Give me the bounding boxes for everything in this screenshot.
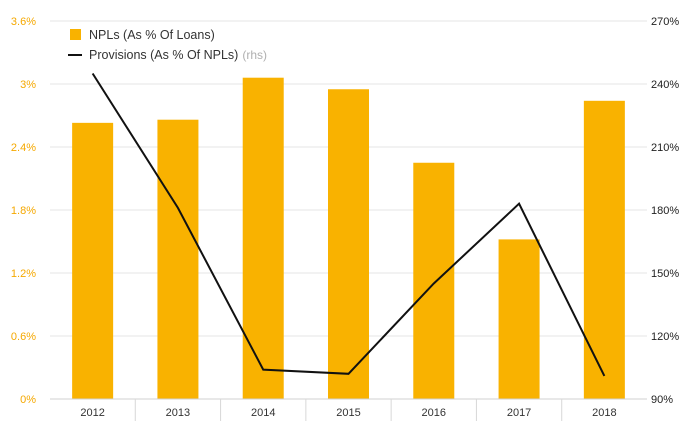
bar-2017 <box>498 239 540 399</box>
bar-2014 <box>242 77 284 399</box>
y-left-tick-label: 2.4% <box>11 142 36 154</box>
legend-label-npl: NPLs (As % Of Loans) <box>89 28 215 42</box>
y-left-tick-label: 3.6% <box>11 16 36 28</box>
x-tick-label: 2017 <box>507 407 531 419</box>
x-axis <box>50 398 647 421</box>
y-left-tick-label: 1.8% <box>11 205 36 217</box>
y-right-tick-label: 240% <box>651 79 679 91</box>
y-right-tick-label: 270% <box>651 16 679 28</box>
legend-label-provisions: Provisions (As % Of NPLs) <box>89 48 238 62</box>
line-series <box>91 72 606 377</box>
y-left-tick-label: 3% <box>20 79 36 91</box>
y-left-tick-label: 0% <box>20 394 36 406</box>
bar-2013 <box>157 119 199 399</box>
y-left-tick-label: 0.6% <box>11 331 36 343</box>
y-right-tick-label: 150% <box>651 268 679 280</box>
legend-note-rhs: (rhs) <box>242 48 267 62</box>
x-tick-label: 2018 <box>592 407 616 419</box>
y-right-tick-label: 120% <box>651 331 679 343</box>
y-right-tick-label: 90% <box>651 394 673 406</box>
bar-2012 <box>72 122 114 399</box>
y-right-tick-label: 180% <box>651 205 679 217</box>
legend: NPLs (As % Of Loans) Provisions (As % Of… <box>68 28 267 62</box>
tick-labels: 0% 0.6% 1.2% 1.8% 2.4% 3% 3.6% 90% 120% 150% 180% 2… <box>11 16 679 419</box>
bar-2018 <box>583 100 625 400</box>
x-tick-label: 2014 <box>251 407 275 419</box>
bar-series <box>72 77 625 400</box>
svg-text:Provisions (As % Of NPLs)(rhs): Provisions (As % Of NPLs) (rhs) <box>89 48 267 62</box>
y-left-tick-label: 1.2% <box>11 268 36 280</box>
x-tick-label: 2016 <box>422 407 446 419</box>
x-tick-label: 2012 <box>80 407 104 419</box>
legend-swatch-npl <box>70 29 81 40</box>
x-tick-label: 2015 <box>336 407 360 419</box>
bar-2015 <box>328 89 369 399</box>
x-tick-label: 2013 <box>166 407 190 419</box>
y-right-tick-label: 210% <box>651 142 679 154</box>
bar-2016 <box>413 162 455 399</box>
